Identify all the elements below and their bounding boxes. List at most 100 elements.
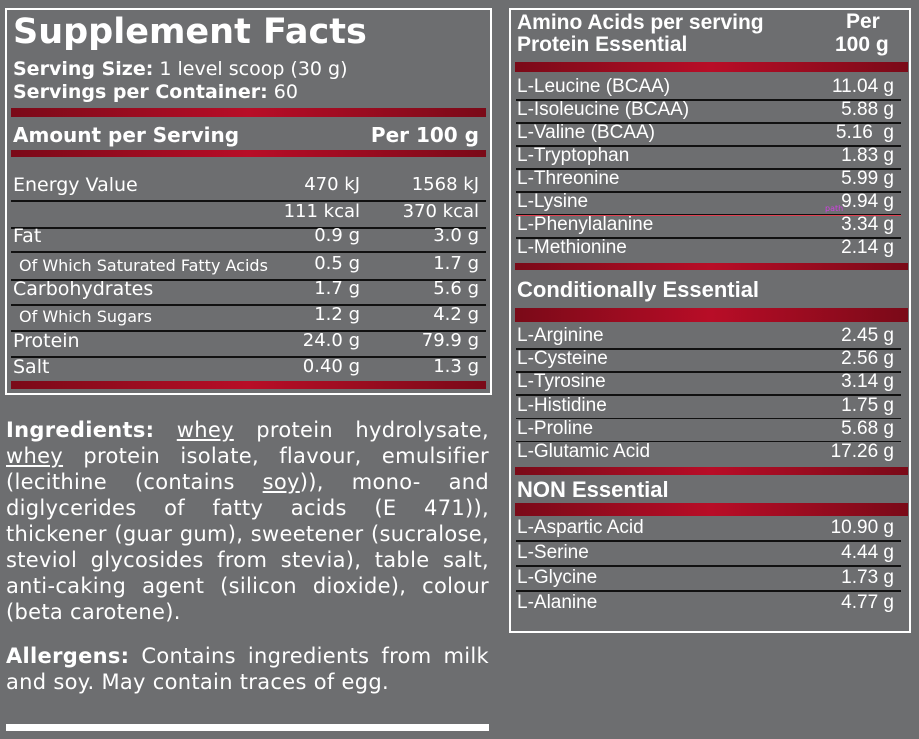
nutrient-name: Energy Value [13, 174, 138, 196]
allergens-label: Allergens: [6, 644, 130, 668]
non-essential-title: NON Essential [517, 477, 669, 502]
row-divider [11, 304, 486, 306]
red-guide-line [516, 215, 901, 216]
nutrient-per100-value: 79.9 g [421, 330, 479, 351]
nutrient-serving-value: 1.7 g [314, 278, 360, 299]
amino-acid-name: L-Glycine [517, 567, 598, 588]
red-divider [515, 503, 908, 516]
nutrient-per100-value: 370 kcal [402, 201, 479, 222]
amino-acid-name: L-Serine [517, 542, 589, 563]
row-divider [516, 394, 901, 396]
nutrient-per100-value: 1.7 g [433, 253, 479, 274]
servings-label: Servings per Container: [13, 81, 268, 103]
amino-acid-value: 4.44 g [841, 542, 894, 563]
amino-acid-name: L-Isoleucine (BCAA) [517, 99, 690, 120]
row-divider [516, 145, 901, 147]
amino-acid-value: 4.77 g [841, 592, 894, 613]
amount-header: Amount per Serving [13, 123, 240, 147]
amino-acid-name: L-Aspartic Acid [517, 517, 644, 538]
amino-acid-value: 5.99 g [841, 168, 894, 189]
row-divider [516, 371, 901, 373]
supplement-facts-panel [5, 8, 492, 395]
red-divider [11, 381, 486, 389]
amino-acid-name: L-Alanine [517, 592, 598, 613]
amino-acid-name: L-Glutamic Acid [517, 441, 651, 462]
conditional-title: Conditionally Essential [517, 277, 760, 302]
row-divider [516, 348, 901, 350]
allergens-body: Contains ingredients from milk and soy. … [6, 644, 489, 694]
allergen-underlined-word: whey [6, 444, 64, 468]
row-divider [516, 122, 901, 124]
row-divider [516, 440, 901, 443]
nutrient-name: Of Which Sugars [19, 307, 152, 326]
servings-value: 60 [273, 81, 298, 103]
allergen-underlined-word: whey [176, 418, 234, 442]
ingredients-text-segment: )), mono- and diglycerides of fatty acid… [6, 470, 490, 624]
nutrient-serving-value: 111 kcal [283, 201, 360, 222]
nutrient-serving-value: 470 kJ [304, 174, 360, 195]
row-divider [516, 237, 901, 239]
row-divider [516, 214, 901, 216]
amino-acid-name: L-Lysine [517, 191, 589, 212]
row-divider [11, 356, 486, 358]
amino-acid-value: 5.68 g [841, 417, 894, 439]
amino-acid-value: 3.14 g [841, 371, 894, 393]
allergens-text: Allergens: Contains ingredients from mil… [6, 643, 489, 695]
nutrient-name: Of Which Saturated Fatty Acids [19, 256, 268, 275]
nutrient-name: Fat [13, 225, 42, 247]
amino-acid-name: L-Histidine [517, 394, 607, 416]
nutrient-per100-value: 1.3 g [433, 356, 479, 377]
amino-acid-name: L-Leucine (BCAA) [517, 76, 671, 97]
nutrient-name: Carbohydrates [13, 278, 154, 300]
allergen-underlined-word: soy [262, 470, 300, 494]
amino-acid-value: 5.16 g [835, 122, 894, 143]
row-divider [11, 251, 486, 253]
row-divider [516, 191, 901, 193]
nutrient-per100-value: 4.2 g [433, 304, 479, 325]
amino-acid-value: 2.56 g [841, 348, 894, 370]
amino-acid-value: 5.88 g [841, 99, 894, 120]
amino-acid-name: L-Proline [517, 417, 594, 439]
row-divider [516, 590, 901, 592]
amino-acid-name: L-Cysteine [517, 348, 608, 370]
amino-acid-value: 9.94 g [841, 191, 894, 212]
nutrient-serving-value: 0.40 g [302, 356, 360, 377]
amino-acid-value: 2.14 g [841, 237, 894, 258]
amino-acid-value: 1.83 g [841, 145, 894, 166]
panel-title: Supplement Facts [13, 12, 367, 52]
row-divider [516, 565, 901, 567]
serving-size-value: 1 level scoop (30 g) [159, 58, 348, 80]
amino-acid-value: 1.73 g [841, 567, 894, 588]
amino-acid-name: L-Tryptophan [517, 145, 630, 166]
path-annotation: path [825, 204, 844, 213]
amino-acid-name: L-Valine (BCAA) [517, 122, 655, 143]
amino-acid-name: L-Tyrosine [517, 371, 606, 393]
row-divider [516, 417, 901, 420]
ingredients-text-segment [154, 418, 176, 442]
ingredients-label: Ingredients: [6, 418, 155, 442]
red-divider [11, 108, 486, 117]
amino-acid-value: 3.34 g [841, 214, 894, 235]
serving-size: Serving Size: 1 level scoop (30 g) [13, 58, 348, 80]
nutrient-per100-value: 5.6 g [433, 278, 479, 299]
nutrient-name: Salt [13, 356, 50, 378]
nutrient-serving-value: 24.0 g [302, 330, 360, 351]
amino-acid-value: 11.04 g [832, 76, 894, 97]
amino-header-line1: Amino Acids per serving [517, 11, 764, 34]
nutrient-per100-value: 3.0 g [433, 225, 479, 246]
nutrient-serving-value: 1.2 g [314, 304, 360, 325]
amino-acid-name: L-Phenylalanine [517, 214, 654, 235]
nutrient-name: Protein [13, 330, 80, 352]
per100-header: Per 100 g [370, 123, 479, 147]
ingredients-text-segment: protein hydrolysate, [233, 418, 489, 442]
red-divider [515, 308, 908, 322]
serving-size-label: Serving Size: [13, 58, 154, 80]
amino-acid-name: L-Threonine [517, 168, 620, 189]
amino-acids-panel [509, 8, 911, 633]
amino-acid-name: L-Arginine [517, 325, 604, 346]
red-divider [515, 467, 908, 475]
red-divider [515, 263, 908, 270]
row-divider [516, 540, 901, 542]
nutrient-serving-value: 0.5 g [314, 253, 360, 274]
row-divider [11, 227, 486, 229]
